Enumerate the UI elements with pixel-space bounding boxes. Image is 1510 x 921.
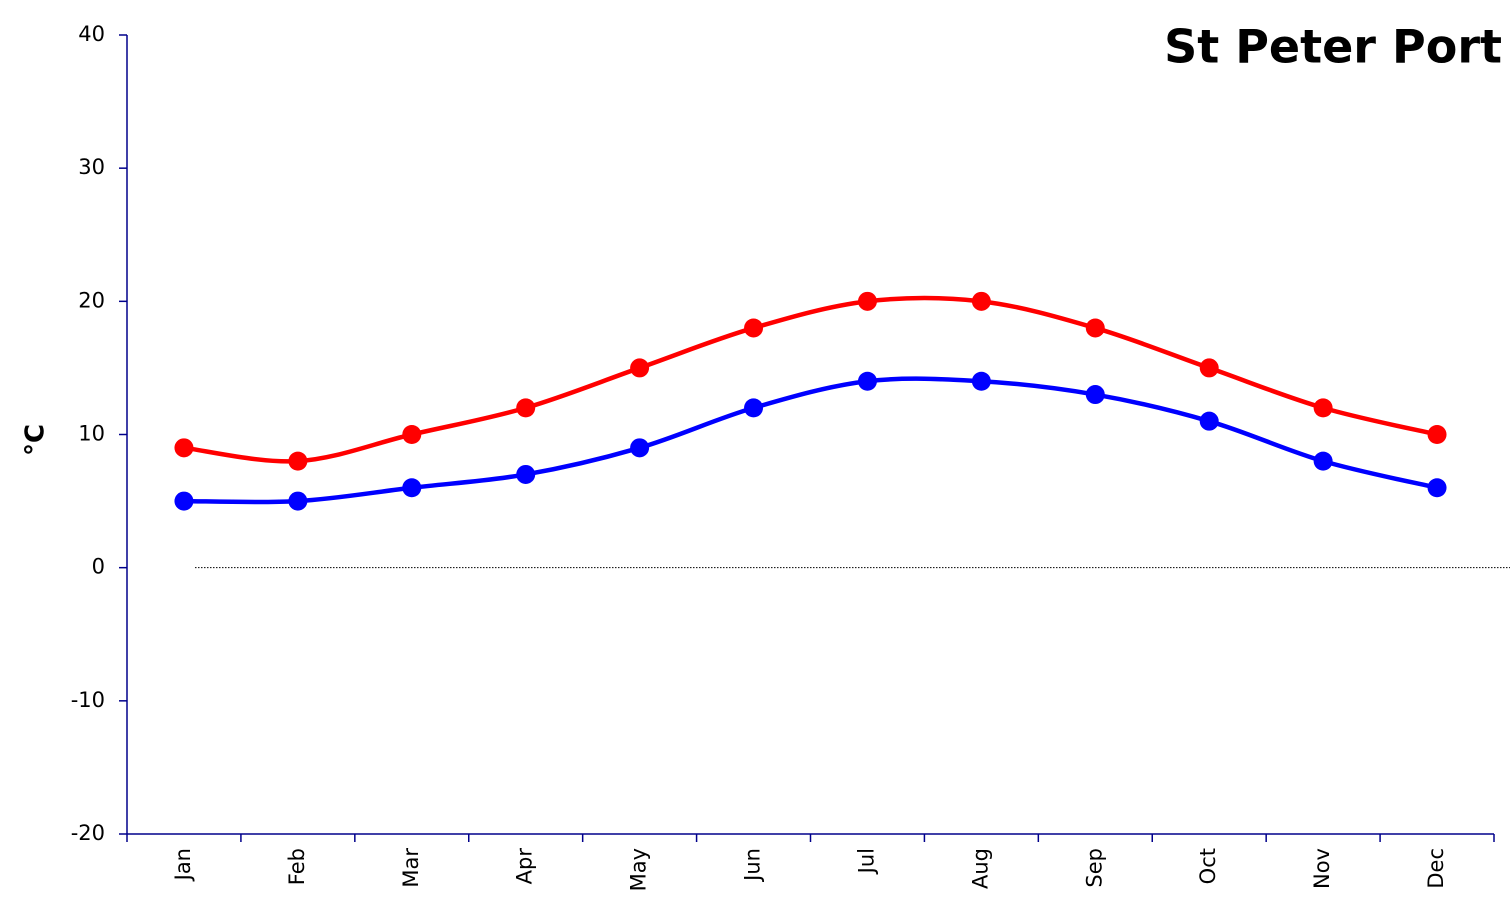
point [1199, 411, 1219, 431]
point [1427, 425, 1447, 444]
point [402, 425, 422, 444]
point [1427, 478, 1447, 498]
point [402, 478, 422, 498]
point [288, 451, 308, 471]
point [1085, 318, 1105, 338]
x-tick-label: Dec [1424, 848, 1448, 889]
x-tick-label: Nov [1310, 848, 1334, 889]
point [1313, 451, 1333, 471]
point [744, 398, 764, 418]
point [1085, 385, 1105, 405]
x-tick-label: Jan [171, 848, 195, 882]
y-tick-label: 20 [78, 288, 105, 312]
y-tick-label: 0 [92, 555, 105, 579]
x-tick-label: Feb [285, 848, 309, 885]
point [971, 291, 991, 311]
point [857, 291, 877, 311]
y-tick-label: 10 [78, 422, 105, 446]
point [971, 371, 991, 391]
x-tick-label: Oct [1196, 848, 1220, 884]
x-tick-label: Jul [854, 848, 878, 875]
x-tick-label: Aug [968, 848, 992, 889]
y-tick-label: 30 [78, 155, 105, 179]
point [516, 398, 536, 418]
x-tick-label: Apr [513, 848, 537, 885]
x-tick-label: May [627, 848, 651, 891]
y-tick-label: -20 [71, 821, 105, 845]
x-tick-label: Mar [399, 848, 423, 888]
point [174, 438, 194, 458]
point [857, 371, 877, 391]
point [1313, 398, 1333, 418]
x-tick-label: Sep [1082, 848, 1106, 888]
series-line [183, 376, 1438, 505]
point [1199, 358, 1219, 378]
point [630, 358, 650, 378]
y-tick-label: 40 [78, 22, 105, 46]
chart-title: St Peter Port [1164, 20, 1502, 74]
point [516, 464, 536, 484]
point [744, 318, 764, 338]
point [174, 491, 194, 511]
series-line [183, 295, 1438, 464]
point [288, 491, 308, 511]
point [630, 438, 650, 458]
x-tick-label: Jun [741, 848, 765, 883]
y-axis-label: °C [21, 424, 51, 456]
y-tick-label: -10 [71, 688, 105, 712]
